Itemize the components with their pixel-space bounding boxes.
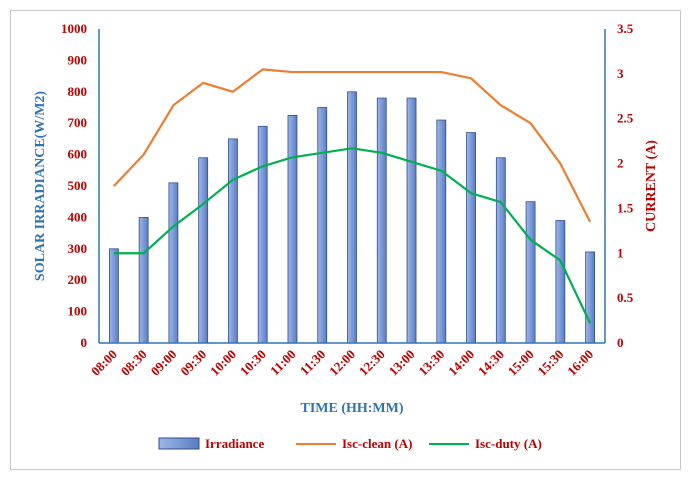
- chart: 0 100 200 300 400 500 600 700 800 900 1000 0 0.5 1 1.…: [33, 21, 659, 451]
- y-left-tick-label: 1000: [61, 21, 87, 36]
- y-right-tick-label: 2.5: [617, 111, 634, 126]
- x-tick-label: 13:00: [386, 347, 418, 379]
- y-left-tick-label: 400: [68, 209, 88, 224]
- y-left-tick-label: 0: [81, 335, 88, 350]
- x-tick-label: 15:00: [505, 347, 537, 379]
- bar: [495, 157, 506, 344]
- chart-frame: 0 100 200 300 400 500 600 700 800 900 1000 0 0.5 1 1.…: [10, 10, 681, 470]
- bar: [406, 97, 417, 344]
- bar: [198, 157, 209, 344]
- x-tick-label: 13:30: [415, 347, 447, 379]
- y-right-tick-label: 3.5: [617, 21, 634, 36]
- isc-clean-line: [113, 68, 592, 223]
- x-tick-label: 15:30: [534, 347, 566, 379]
- y-right-tick-label: 3: [617, 66, 624, 81]
- isc-duty-line: [113, 147, 592, 324]
- legend-isc-clean-label: Isc-clean (A): [342, 436, 412, 451]
- y-left-tick-label: 900: [68, 52, 88, 67]
- legend: Irradiance Isc-clean (A) Isc-duty (A): [158, 436, 542, 451]
- bar: [257, 125, 268, 344]
- bar: [138, 216, 149, 344]
- y-left-tick-label: 300: [68, 241, 88, 256]
- legend-irradiance-swatch: [158, 437, 200, 450]
- right-axis: 0 0.5 1 1.5 2 2.5 3 3.5: [604, 21, 634, 350]
- y-left-tick-label: 800: [68, 84, 88, 99]
- bar: [466, 132, 476, 344]
- y-right-tick-label: 2: [617, 156, 624, 171]
- x-tick-label: 08:00: [88, 347, 120, 379]
- x-tick-label: 11:30: [297, 347, 329, 379]
- x-tick-label: 09:00: [147, 347, 179, 379]
- y-left-tick-label: 500: [68, 178, 88, 193]
- bar: [347, 91, 357, 344]
- bar: [436, 119, 447, 344]
- bar: [168, 182, 179, 344]
- legend-irradiance-label: Irradiance: [205, 436, 264, 451]
- x-axis: 08:0008:3009:0009:3010:0010:3011:0011:30…: [88, 342, 605, 379]
- y-right-tick-label: 1.5: [617, 200, 634, 215]
- x-tick-label: 14:00: [445, 347, 477, 379]
- bar: [228, 138, 238, 344]
- y-right-tick-label: 0: [617, 335, 624, 350]
- y-left-tick-label: 700: [68, 115, 88, 130]
- bar: [376, 97, 387, 344]
- plot-area: [108, 68, 596, 344]
- y-axis-right-title: CURRENT (A): [644, 140, 659, 232]
- bar: [585, 251, 596, 344]
- x-axis-title: TIME (HH:MM): [300, 401, 403, 416]
- legend-isc-duty-label: Isc-duty (A): [475, 436, 542, 451]
- x-tick-label: 09:30: [177, 347, 209, 379]
- y-right-tick-label: 1: [617, 245, 624, 260]
- x-tick-label: 10:30: [237, 347, 269, 379]
- x-tick-label: 11:00: [267, 347, 299, 379]
- x-tick-label: 08:30: [118, 347, 150, 379]
- left-axis: 0 100 200 300 400 500 600 700 800 900 1000: [61, 21, 100, 350]
- bar: [525, 201, 536, 344]
- x-tick-label: 12:30: [356, 347, 388, 379]
- x-tick-label: 14:30: [475, 347, 507, 379]
- x-tick-label: 10:00: [207, 347, 239, 379]
- x-tick-label: 16:00: [564, 347, 596, 379]
- y-right-tick-label: 0.5: [617, 290, 634, 305]
- bar: [317, 107, 328, 344]
- bar: [555, 220, 566, 344]
- y-axis-left-title: SOLAR IRRADIANCE(W/M2): [33, 91, 48, 282]
- bar: [287, 114, 298, 344]
- bar: [108, 248, 119, 344]
- y-left-tick-label: 600: [68, 147, 88, 162]
- y-left-tick-label: 200: [68, 272, 88, 287]
- y-left-tick-label: 100: [68, 304, 88, 319]
- x-tick-label: 12:00: [326, 347, 358, 379]
